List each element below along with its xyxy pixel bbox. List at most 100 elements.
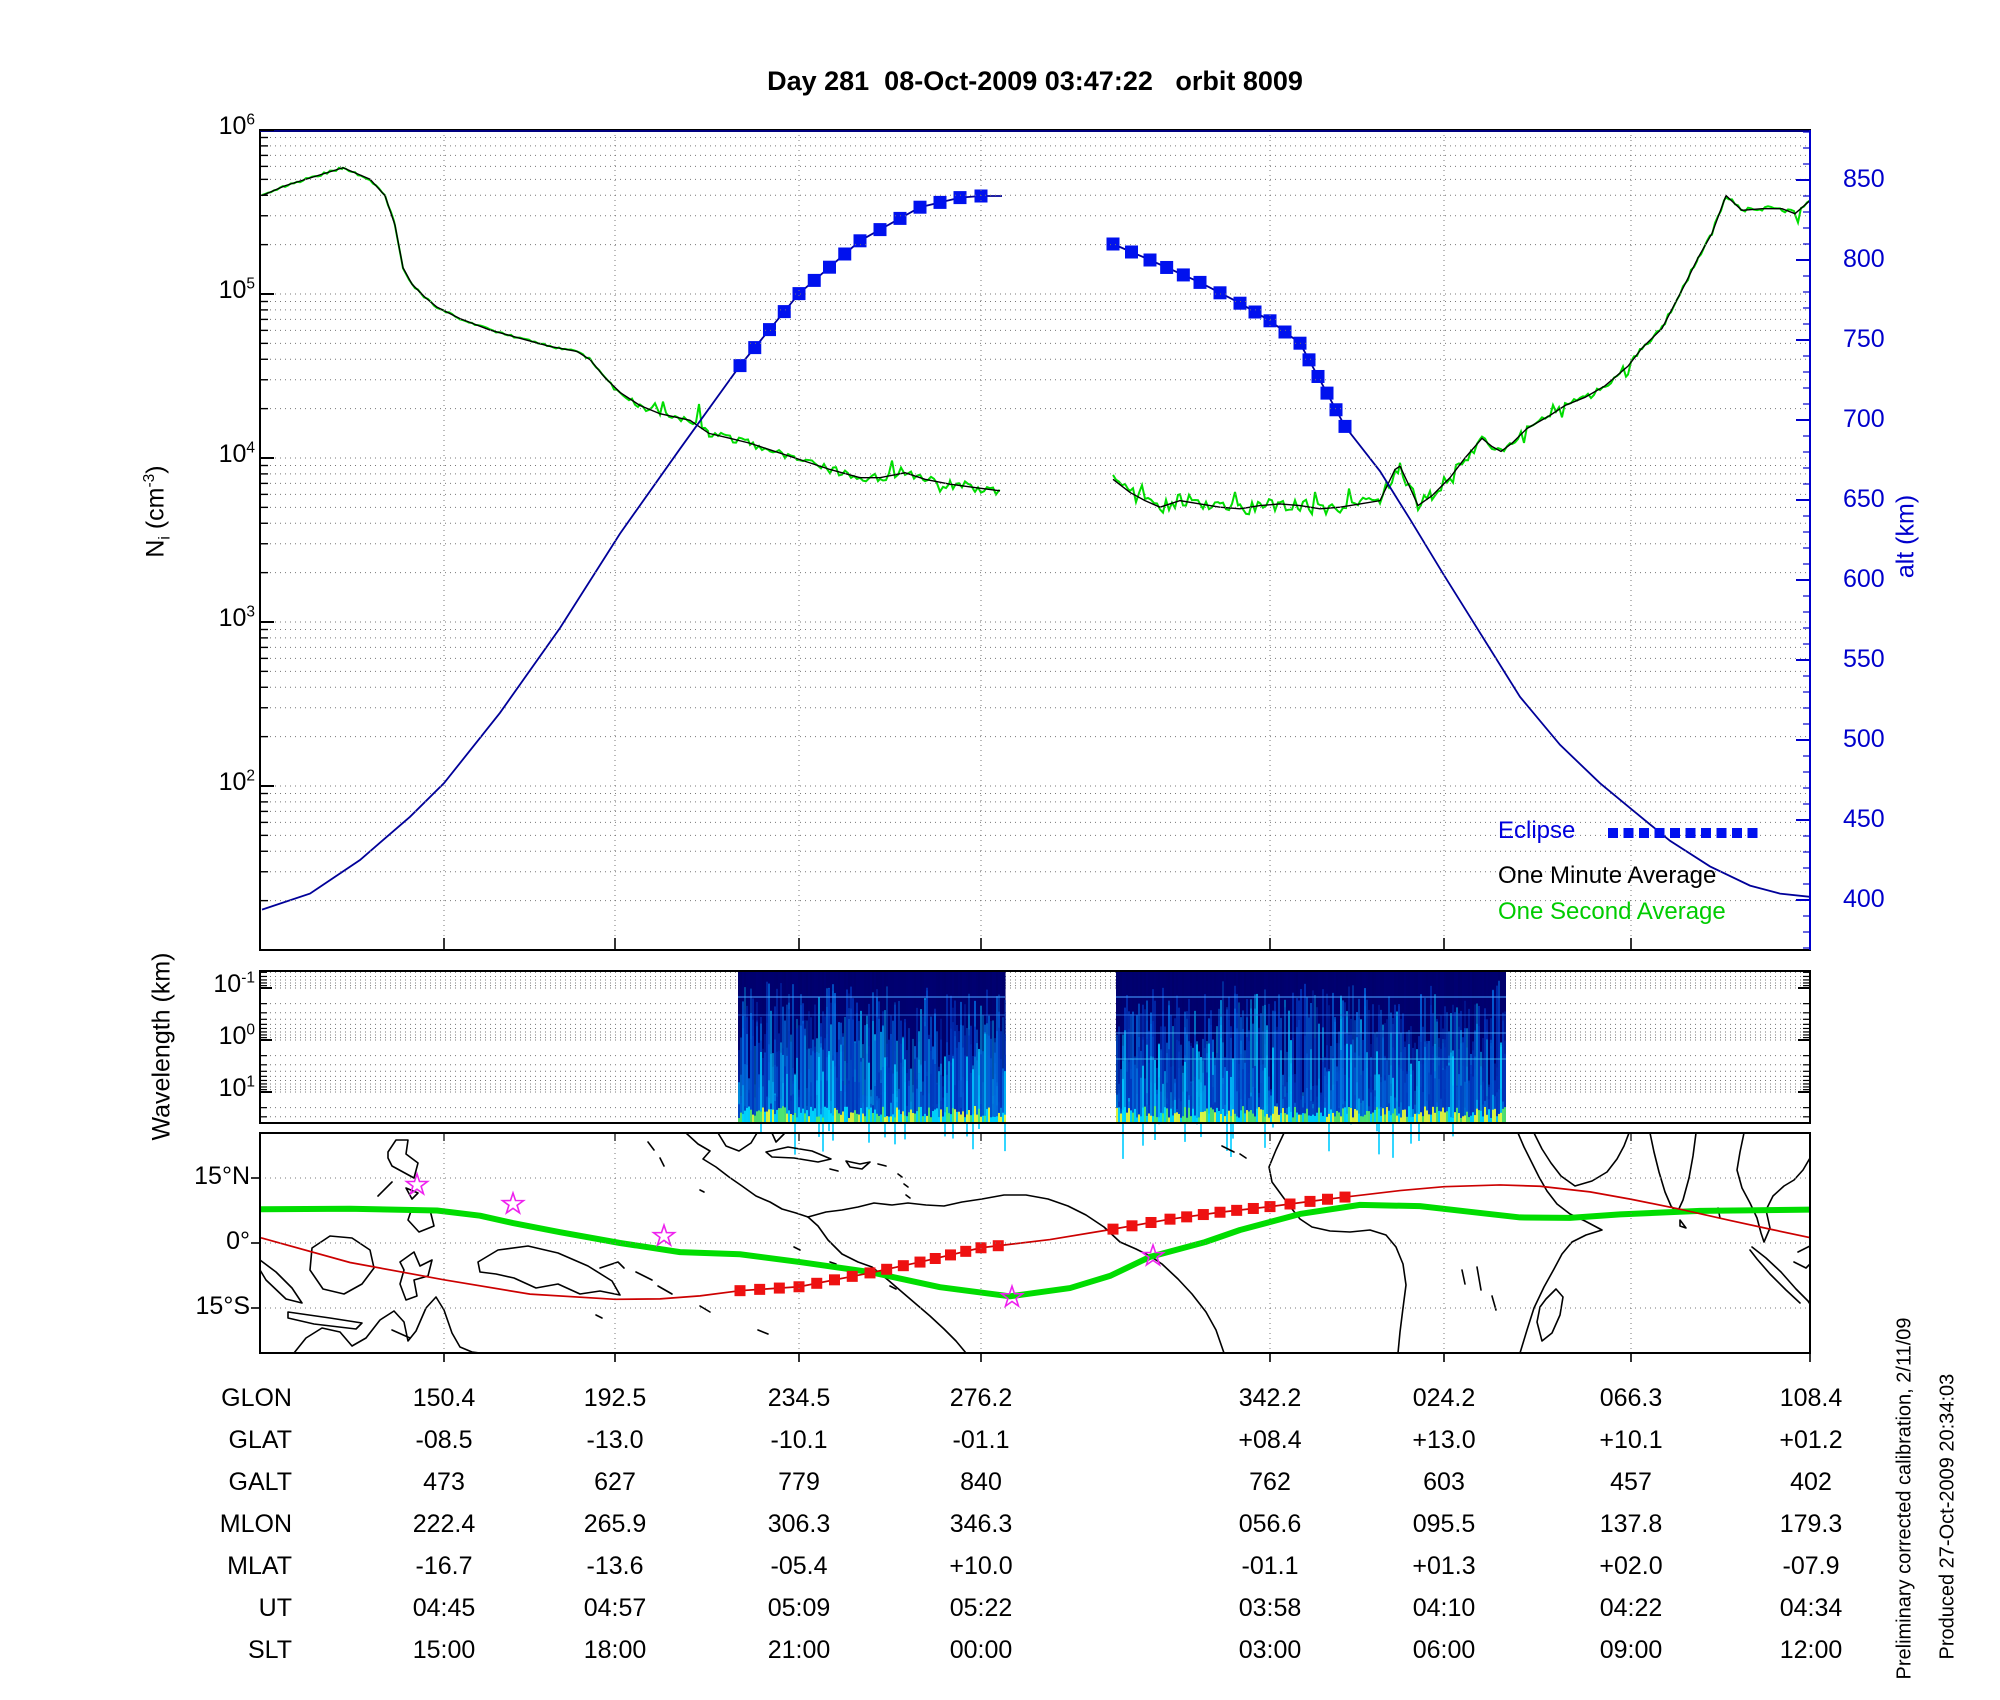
table-cell: 04:34 [1779,1594,1843,1622]
table-cell: 03:00 [1238,1636,1302,1664]
spectrogram-blocks [738,972,1506,1159]
table-cell: 024.2 [1412,1384,1476,1412]
table-cell: 108.4 [1779,1384,1843,1412]
map-lat-label: 15°S [195,1291,250,1320]
table-cell: 05:09 [767,1594,831,1622]
table-cell: +10.1 [1599,1426,1663,1454]
table-cell: 179.3 [1779,1510,1843,1538]
y-tick-label-ni: 103 [218,603,255,632]
table-row-label: GLON [221,1384,292,1412]
legend-eclipse-label: Eclipse [1498,817,1576,844]
table-cell: -05.4 [770,1552,828,1580]
table-cell: +02.0 [1599,1552,1663,1580]
table-cell: 21:00 [767,1636,831,1664]
table-cell: -16.7 [415,1552,473,1580]
table-cell: 234.5 [767,1384,831,1412]
table-cell: 05:22 [949,1594,1013,1622]
y-tick-label-alt: 500 [1843,725,1885,753]
table-cell: 457 [1610,1468,1652,1496]
table-cell: 00:00 [949,1636,1013,1664]
table-row-label: MLON [219,1510,292,1538]
panel1-curves [261,166,1810,911]
table-cell: 265.9 [583,1510,647,1538]
y-tick-label-ni: 104 [218,439,255,468]
table-cell: 762 [1249,1468,1291,1496]
table-row-label: GALT [228,1468,292,1496]
y-tick-label-alt: 800 [1843,245,1885,273]
table-cell: -08.5 [415,1426,473,1454]
table-cell: -13.6 [586,1552,644,1580]
table-cell: -01.1 [952,1426,1010,1454]
note-produced: Produced 27-Oct-2009 20:34:03 [1936,1373,1959,1660]
y-tick-label-ni: 105 [218,275,255,304]
map-content [260,1133,1810,1353]
y-tick-label-alt: 850 [1843,165,1885,193]
table-cell: 06:00 [1412,1636,1476,1664]
table-row-label: UT [258,1594,292,1622]
table-cell: 346.3 [949,1510,1013,1538]
table-cell: -13.0 [586,1426,644,1454]
table-cell: 222.4 [412,1510,476,1538]
table-cell: 056.6 [1238,1510,1302,1538]
table-cell: -07.9 [1782,1552,1840,1580]
legend-one-second-label: One Second Average [1498,898,1726,925]
table-cell: 402 [1790,1468,1832,1496]
y-tick-label-wavelength: 10-1 [213,969,255,998]
table-cell: 04:45 [412,1594,476,1622]
table-cell: 03:58 [1238,1594,1302,1622]
map-lat-label: 15°N [194,1162,250,1190]
y-tick-label-alt: 450 [1843,805,1885,833]
table-cell: 192.5 [583,1384,647,1412]
y-tick-label-alt: 700 [1843,405,1885,433]
y-tick-label-alt: 650 [1843,485,1885,513]
table-cell: 627 [594,1468,636,1496]
table-row-label: SLT [248,1636,292,1664]
y-tick-label-wavelength: 100 [218,1021,255,1050]
table-cell: 18:00 [583,1636,647,1664]
table-cell: 840 [960,1468,1002,1496]
panel1-grid [260,130,1810,951]
panel-density-altitude [261,166,1810,911]
table-cell: 04:10 [1412,1594,1476,1622]
table-cell: 04:57 [583,1594,647,1622]
table-cell: +01.2 [1779,1426,1843,1454]
table-cell: 15:00 [412,1636,476,1664]
table-cell: -10.1 [770,1426,828,1454]
table-cell: 342.2 [1238,1384,1302,1412]
table-cell: 04:22 [1599,1594,1663,1622]
y-tick-label-alt: 750 [1843,325,1885,353]
table-cell: 066.3 [1599,1384,1663,1412]
map-grid [260,1133,1810,1353]
y-tick-label-wavelength: 101 [218,1073,255,1102]
page-title: Day 281 08-Oct-2009 03:47:22 orbit 8009 [767,66,1303,96]
table-cell: +08.4 [1238,1426,1302,1454]
y-tick-label-ni: 102 [218,767,255,796]
table-cell: 137.8 [1599,1510,1663,1538]
table-cell: -01.1 [1241,1552,1299,1580]
y-tick-label-alt: 550 [1843,645,1885,673]
legend-eclipse-dashes [1608,828,1758,838]
table-cell: +10.0 [949,1552,1013,1580]
map-lat-label: 0° [226,1227,250,1255]
legend-one-minute-label: One Minute Average [1498,862,1717,889]
y-tick-label-ni: 106 [218,111,255,140]
table-cell: +13.0 [1412,1426,1476,1454]
panel2-grid [260,971,1810,1118]
table-cell: +01.3 [1412,1552,1476,1580]
table-cell: 779 [778,1468,820,1496]
table-cell: 603 [1423,1468,1465,1496]
note-calibration: Preliminary corrected calibration, 2/11/… [1893,1317,1916,1680]
y-tick-label-alt: 400 [1843,885,1885,913]
y-tick-label-alt: 600 [1843,565,1885,593]
table-cell: 150.4 [412,1384,476,1412]
table-row-label: MLAT [227,1552,292,1580]
table-row-label: GLAT [228,1426,292,1454]
panel2-frame [259,970,1811,1124]
table-cell: 09:00 [1599,1636,1663,1664]
map-frame [251,1132,1811,1362]
table-cell: 306.3 [767,1510,831,1538]
panel-map [260,1133,1810,1353]
table-cell: 095.5 [1412,1510,1476,1538]
table-cell: 473 [423,1468,465,1496]
